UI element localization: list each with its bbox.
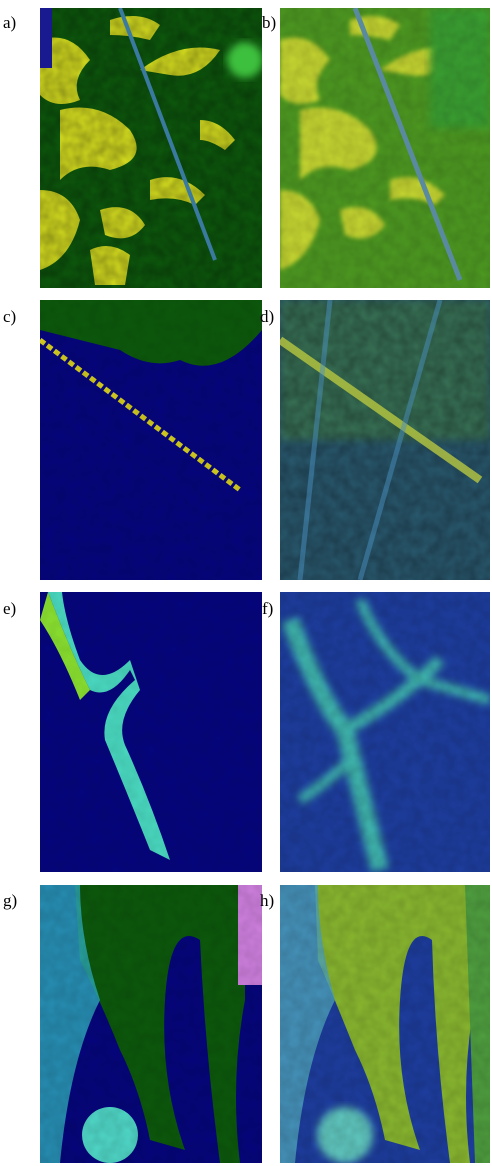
panel-image-d bbox=[280, 300, 490, 580]
panel-label: g) bbox=[3, 891, 17, 910]
panel-image-a bbox=[40, 8, 263, 288]
panel-label: d) bbox=[260, 307, 274, 326]
panel-label: a) bbox=[3, 13, 16, 32]
figure: a) b) c) d) e) f) g) h) bbox=[0, 0, 492, 1166]
panel-label: c) bbox=[3, 307, 16, 326]
panel-image-c bbox=[40, 300, 262, 580]
panel-label: f) bbox=[262, 599, 273, 618]
panel-label: h) bbox=[260, 891, 274, 910]
panel-image-e bbox=[40, 592, 262, 872]
panel-label: b) bbox=[262, 13, 276, 32]
panel-image-g bbox=[40, 885, 262, 1163]
panel-image-f bbox=[280, 592, 490, 872]
panel-label: e) bbox=[3, 599, 16, 618]
panel-image-h bbox=[280, 885, 490, 1163]
panel-image-b bbox=[280, 8, 490, 288]
